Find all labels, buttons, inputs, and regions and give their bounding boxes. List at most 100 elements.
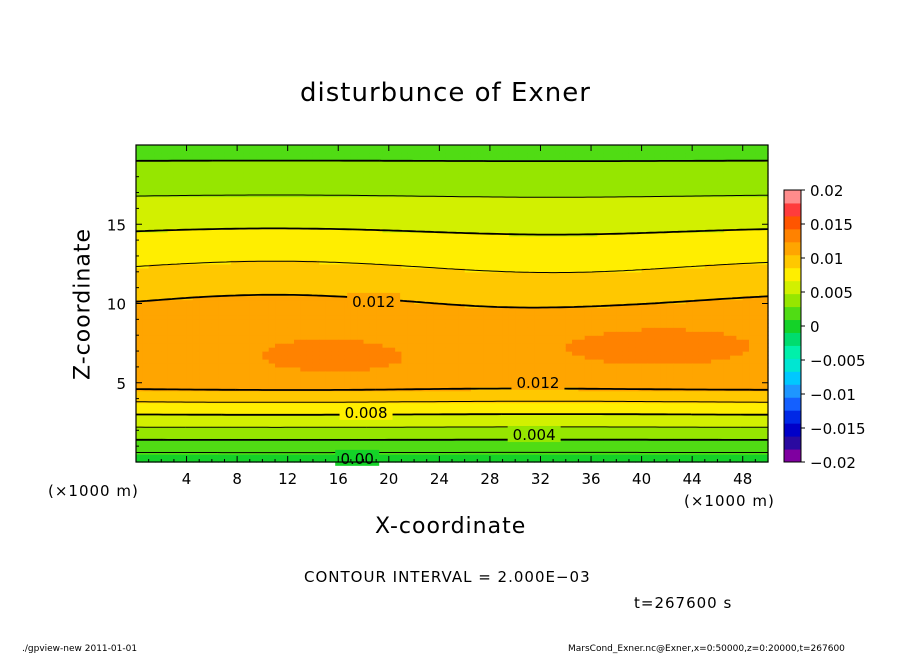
contour-fill-cell bbox=[515, 394, 523, 400]
contour-fill-cell bbox=[192, 200, 200, 206]
contour-fill-cell bbox=[262, 216, 270, 221]
contour-fill-cell bbox=[167, 160, 175, 166]
contour-fill-cell bbox=[382, 236, 390, 241]
contour-fill-cell bbox=[338, 382, 346, 388]
contour-fill-cell bbox=[452, 378, 459, 384]
contour-fill-cell bbox=[249, 283, 257, 289]
contour-fill-cell bbox=[331, 283, 339, 289]
contour-fill-cell bbox=[186, 279, 194, 285]
contour-fill-cell bbox=[186, 208, 194, 213]
contour-fill-cell bbox=[439, 148, 447, 154]
contour-fill-cell bbox=[382, 434, 390, 439]
contour-fill-cell bbox=[407, 172, 415, 178]
contour-fill-cell bbox=[224, 339, 232, 344]
contour-fill-cell bbox=[312, 251, 320, 257]
contour-fill-cell bbox=[470, 255, 478, 261]
contour-fill-cell bbox=[420, 311, 428, 316]
contour-fill-cell bbox=[218, 148, 226, 154]
contour-fill-cell bbox=[357, 263, 365, 269]
contour-fill-cell bbox=[331, 180, 339, 186]
contour-fill-cell bbox=[300, 172, 308, 178]
contour-fill-cell bbox=[483, 196, 491, 202]
contour-fill-cell bbox=[218, 402, 226, 408]
contour-fill-cell bbox=[167, 267, 175, 273]
contour-fill-cell bbox=[496, 394, 504, 400]
contour-fill-cell bbox=[445, 358, 453, 364]
contour-fill-cell bbox=[363, 446, 371, 451]
contour-fill-cell bbox=[515, 196, 523, 202]
contour-fill-cell bbox=[382, 148, 390, 154]
contour-fill-cell bbox=[249, 160, 257, 166]
contour-fill-cell bbox=[237, 236, 245, 241]
contour-fill-cell bbox=[218, 370, 226, 376]
contour-fill-cell bbox=[325, 184, 333, 190]
contour-fill-cell bbox=[521, 208, 529, 213]
contour-fill-cell bbox=[294, 184, 301, 190]
contour-fill-cell bbox=[319, 335, 327, 340]
contour-fill-cell bbox=[515, 216, 523, 221]
contour-fill-cell bbox=[136, 220, 143, 225]
contour-fill-cell bbox=[369, 188, 377, 194]
contour-fill-cell bbox=[464, 299, 472, 305]
contour-fill-cell bbox=[521, 418, 529, 423]
contour-fill-cell bbox=[306, 442, 314, 447]
contour-fill-cell bbox=[211, 271, 219, 277]
contour-fill-cell bbox=[445, 271, 453, 277]
contour-fill-cell bbox=[445, 208, 453, 213]
contour-fill-cell bbox=[211, 446, 219, 451]
contour-fill-cell bbox=[420, 339, 428, 344]
contour-fill-cell bbox=[180, 279, 188, 285]
contour-fill-cell bbox=[173, 152, 181, 158]
contour-fill-cell bbox=[477, 236, 485, 241]
contour-fill-cell bbox=[350, 172, 358, 178]
contour-fill-cell bbox=[192, 390, 200, 396]
contour-fill-cell bbox=[142, 164, 150, 170]
contour-fill-cell bbox=[237, 287, 245, 293]
contour-fill-cell bbox=[420, 319, 428, 324]
contour-fill-cell bbox=[275, 454, 282, 459]
contour-fill-cell bbox=[452, 398, 459, 404]
contour-fill-cell bbox=[312, 414, 320, 420]
contour-fill-cell bbox=[186, 390, 194, 396]
contour-fill-cell bbox=[496, 414, 504, 420]
contour-fill-cell bbox=[224, 287, 232, 293]
contour-fill-cell bbox=[268, 204, 276, 209]
contour-fill-cell bbox=[401, 192, 409, 198]
contour-fill-cell bbox=[483, 263, 491, 269]
contour-fill-cell bbox=[136, 148, 143, 154]
contour-fill-cell bbox=[256, 347, 263, 352]
contour-fill-cell bbox=[433, 208, 440, 213]
contour-fill-cell bbox=[458, 410, 466, 416]
contour-fill-cell bbox=[161, 172, 169, 178]
contour-fill-cell bbox=[161, 434, 169, 439]
contour-fill-cell bbox=[142, 188, 150, 194]
contour-fill-cell bbox=[300, 335, 308, 340]
contour-fill-cell bbox=[136, 378, 143, 384]
contour-fill-cell bbox=[142, 172, 150, 178]
contour-fill-cell bbox=[262, 307, 270, 313]
contour-fill-cell bbox=[521, 267, 529, 273]
contour-fill-cell bbox=[249, 458, 257, 463]
contour-fill-cell bbox=[515, 244, 523, 249]
contour-fill-cell bbox=[420, 335, 428, 340]
contour-fill-cell bbox=[268, 315, 276, 320]
contour-fill-cell bbox=[173, 410, 181, 416]
contour-fill-cell bbox=[521, 216, 529, 221]
contour-fill-cell bbox=[357, 323, 365, 328]
contour-fill-cell bbox=[502, 271, 510, 277]
contour-fill-cell bbox=[350, 212, 358, 217]
contour-fill-cell bbox=[470, 172, 478, 178]
contour-fill-cell bbox=[306, 283, 314, 289]
contour-fill-cell bbox=[161, 188, 169, 194]
contour-fill-cell bbox=[294, 347, 301, 352]
contour-fill-cell bbox=[445, 152, 453, 158]
contour-fill-cell bbox=[338, 184, 346, 190]
contour-fill-cell bbox=[331, 382, 339, 388]
contour-fill-cell bbox=[192, 398, 200, 404]
contour-fill-cell bbox=[199, 156, 207, 162]
contour-fill-cell bbox=[268, 295, 276, 301]
contour-fill-cell bbox=[300, 295, 308, 301]
contour-fill-cell bbox=[237, 145, 245, 150]
contour-fill-cell bbox=[180, 224, 188, 229]
contour-fill-cell bbox=[401, 307, 409, 313]
